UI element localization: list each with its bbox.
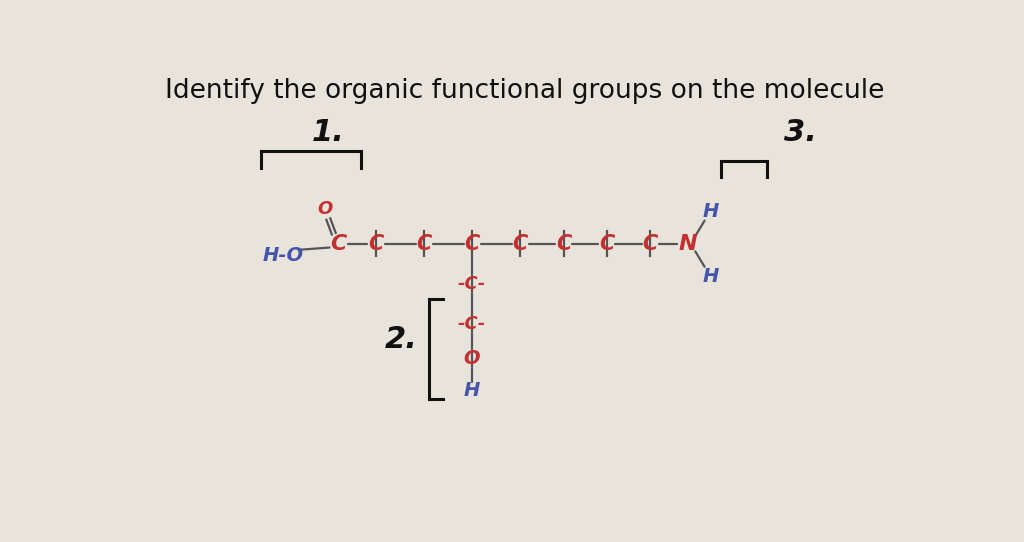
Text: O: O [317,200,333,218]
Text: C: C [465,234,480,254]
Text: C: C [369,234,384,254]
Text: 3.: 3. [784,118,817,146]
Text: 2.: 2. [384,325,417,354]
Text: C: C [331,234,347,254]
Text: H: H [464,381,480,400]
Text: N: N [678,234,697,254]
Text: Identify the organic functional groups on the molecule: Identify the organic functional groups o… [165,78,885,104]
Text: O: O [464,349,480,368]
Text: C: C [643,234,658,254]
Text: 1.: 1. [311,118,344,146]
Text: -C-: -C- [458,275,486,293]
Text: C: C [556,234,571,254]
Text: H: H [702,267,719,286]
Text: C: C [512,234,527,254]
Text: C: C [417,234,432,254]
Text: C: C [599,234,614,254]
Text: H-O: H-O [262,246,303,264]
Text: -C-: -C- [458,315,486,333]
Text: H: H [702,202,719,221]
